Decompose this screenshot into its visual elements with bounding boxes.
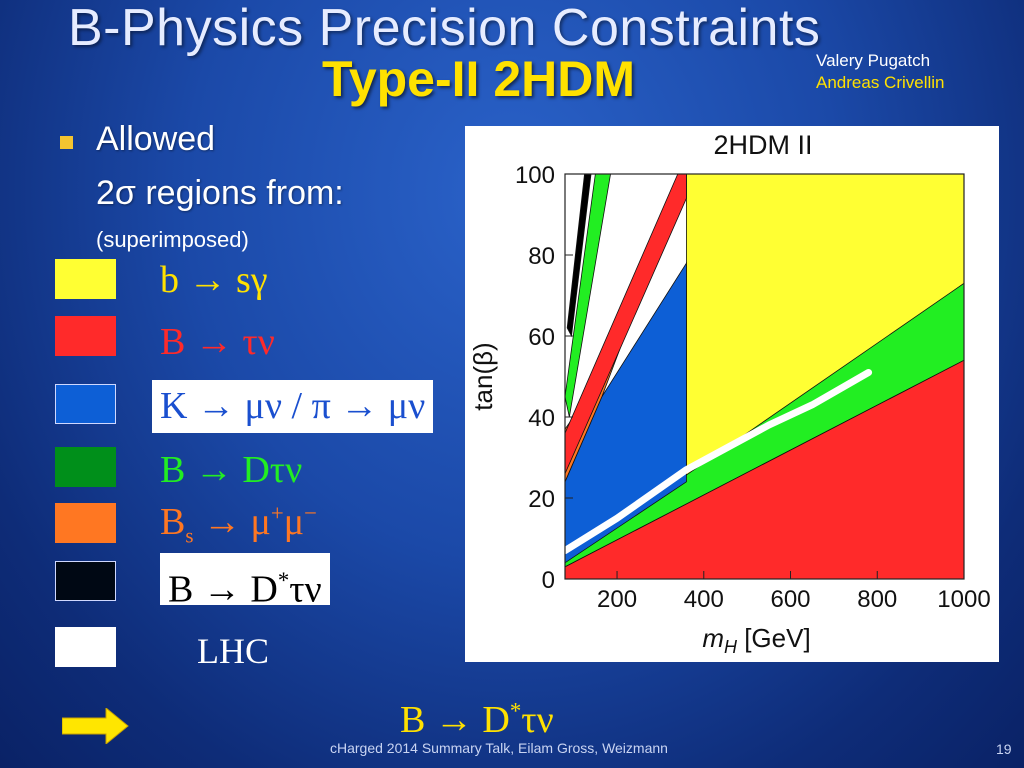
legend-label-lhc: LHC — [197, 631, 269, 671]
plot-panel: 2HDM II 200 400 600 800 1000 0 20 40 60 80 100 tan… — [465, 126, 999, 662]
y-tick-label: 20 — [528, 486, 555, 513]
lhc-curve — [561, 368, 873, 555]
y-tick-label: 0 — [542, 567, 555, 594]
bullet-icon — [60, 136, 73, 149]
legend-label-btaunu: B → τν — [160, 321, 275, 363]
legend-swatch-bsmumu — [55, 503, 116, 543]
right-arrow-icon — [62, 708, 129, 744]
legend-swatch-lhc — [55, 627, 116, 667]
y-axis-label: tan(β) — [468, 342, 498, 410]
author-credit-1: Valery Pugatch — [816, 51, 931, 70]
x-tick-label: 1000 — [937, 586, 990, 613]
y-tick-label: 60 — [528, 324, 555, 351]
page-number: 19 — [996, 741, 1012, 757]
legend-swatch-bsgamma — [55, 259, 116, 299]
footer-text: cHarged 2014 Summary Talk, Eilam Gross, … — [330, 740, 668, 756]
regions-heading: 2σ regions from: — [96, 174, 344, 212]
superimposed-note: (superimposed) — [96, 227, 249, 252]
legend-swatch-kmunu — [55, 384, 116, 424]
chart-title: 2HDM II — [713, 130, 812, 160]
exclusion-plot: 2HDM II 200 400 600 800 1000 0 20 40 60 80 100 tan… — [468, 130, 991, 657]
legend-swatch-bdstartaunu — [55, 561, 116, 601]
y-tick-label: 80 — [528, 243, 555, 270]
legend-label-bdtaunu: B → Dτν — [160, 449, 303, 491]
x-tick-label: 400 — [684, 586, 724, 613]
plot-frame — [564, 173, 965, 580]
legend-label-bsgamma: b → sγ — [160, 259, 268, 301]
legend-label-bsmumu: Bs → μ+μ− — [160, 500, 317, 548]
slide-subtitle: Type-II 2HDM — [322, 51, 635, 107]
x-tick-label: 800 — [857, 586, 897, 613]
slide-title: B-Physics Precision Constraints — [68, 0, 821, 57]
y-tick-label: 40 — [528, 405, 555, 432]
bullet-allowed: Allowed — [96, 120, 216, 158]
author-credit-2: Andreas Crivellin — [816, 73, 945, 92]
legend-label-bdstartaunu: B → D*τν — [160, 553, 330, 611]
x-tick-label: 600 — [770, 586, 810, 613]
highlight-label-bdstartaunu: B → D*τν — [400, 698, 554, 741]
legend-swatch-btaunu — [55, 316, 116, 356]
legend-swatch-bdtaunu — [55, 447, 116, 487]
x-axis-label: mH [GeV] — [702, 623, 810, 657]
y-tick-label: 100 — [515, 162, 555, 189]
legend-label-kmunu: K → μν / π → μν — [152, 380, 434, 433]
x-tick-label: 200 — [597, 586, 637, 613]
